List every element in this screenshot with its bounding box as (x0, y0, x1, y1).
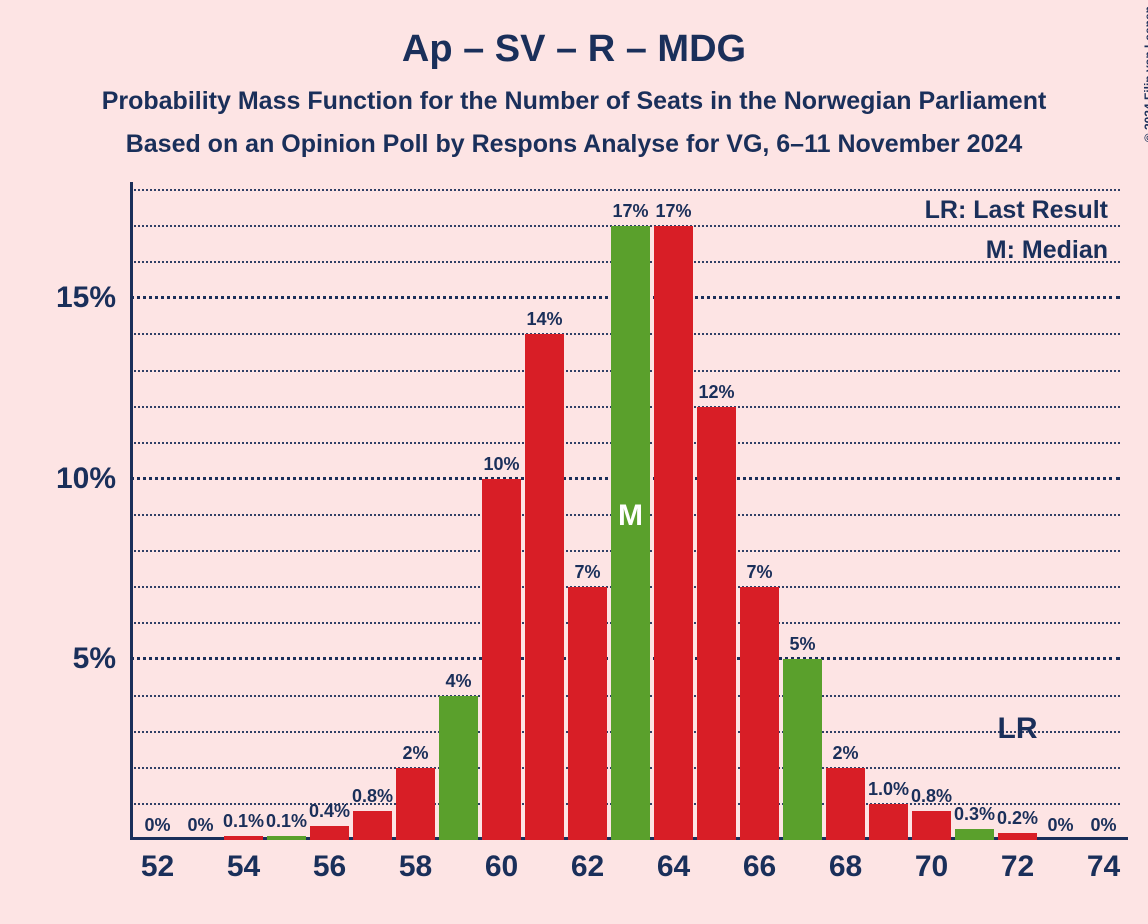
bar: 14% (525, 334, 564, 840)
bar-value-label: 2% (832, 743, 858, 768)
x-tick-label: 58 (399, 840, 432, 884)
bar-value-label: 7% (746, 562, 772, 587)
bar: 1.0% (869, 804, 908, 840)
bar-value-label: 0.3% (954, 804, 995, 829)
bar-value-label: 0% (144, 815, 170, 840)
bar-value-label: 10% (483, 454, 519, 479)
bar: 12% (697, 407, 736, 840)
x-tick-label: 54 (227, 840, 260, 884)
bar-value-label: 2% (402, 743, 428, 768)
x-tick-label: 52 (141, 840, 174, 884)
bar: 4% (439, 696, 478, 840)
bar: 0.8% (912, 811, 951, 840)
bar: 17%M (611, 226, 650, 840)
x-tick-label: 64 (657, 840, 690, 884)
bar-value-label: 17% (612, 201, 648, 226)
chart-title: Ap – SV – R – MDG (0, 0, 1148, 71)
x-tick-label: 60 (485, 840, 518, 884)
bar-value-label: 0.8% (911, 786, 952, 811)
bar-value-label: 0.4% (309, 801, 350, 826)
bar-value-label: 0.2% (997, 808, 1038, 833)
bar: 5% (783, 659, 822, 840)
y-axis (130, 182, 133, 840)
bar: 0.8% (353, 811, 392, 840)
x-tick-label: 56 (313, 840, 346, 884)
bar-value-label: 0% (1047, 815, 1073, 840)
bar-value-label: 0% (1090, 815, 1116, 840)
bar: 0.1% (267, 836, 306, 840)
x-tick-label: 62 (571, 840, 604, 884)
bar: 2% (826, 768, 865, 840)
legend-last-result: LR: Last Result (925, 196, 1108, 225)
bar-value-label: 0.8% (352, 786, 393, 811)
bar-value-label: 7% (574, 562, 600, 587)
bar: 0.3% (955, 829, 994, 840)
x-tick-label: 74 (1087, 840, 1120, 884)
bar-value-label: 0% (187, 815, 213, 840)
bar-value-label: 12% (698, 382, 734, 407)
x-tick-label: 68 (829, 840, 862, 884)
bar-value-label: 4% (445, 671, 471, 696)
median-marker: M (618, 499, 643, 533)
y-tick-label: 15% (56, 281, 130, 315)
last-result-marker: LR (998, 712, 1038, 746)
chart-subtitle-1: Probability Mass Function for the Number… (0, 71, 1148, 116)
bar: 7% (740, 587, 779, 840)
bar-value-label: 14% (526, 309, 562, 334)
bar-value-label: 0.1% (223, 811, 264, 836)
bar: 0.2% (998, 833, 1037, 840)
gridline-minor (130, 189, 1120, 191)
bar-value-label: 1.0% (868, 779, 909, 804)
bar: 17% (654, 226, 693, 840)
x-tick-label: 70 (915, 840, 948, 884)
bar-value-label: 0.1% (266, 811, 307, 836)
x-tick-label: 72 (1001, 840, 1034, 884)
copyright-text: © 2024 Filip van Laenen (1142, 6, 1148, 142)
bar: 0.4% (310, 826, 349, 840)
bar: 7% (568, 587, 607, 840)
bar-value-label: 17% (655, 201, 691, 226)
bar-value-label: 5% (789, 634, 815, 659)
x-tick-label: 66 (743, 840, 776, 884)
bar: 2% (396, 768, 435, 840)
bar: 10% (482, 479, 521, 840)
chart-plot-area: 5%10%15%0%0%0.1%0.1%0.4%0.8%2%4%10%14%7%… (130, 190, 1120, 840)
chart-subtitle-2: Based on an Opinion Poll by Respons Anal… (0, 116, 1148, 159)
legend-median: M: Median (986, 236, 1108, 265)
y-tick-label: 5% (73, 642, 130, 676)
y-tick-label: 10% (56, 462, 130, 496)
